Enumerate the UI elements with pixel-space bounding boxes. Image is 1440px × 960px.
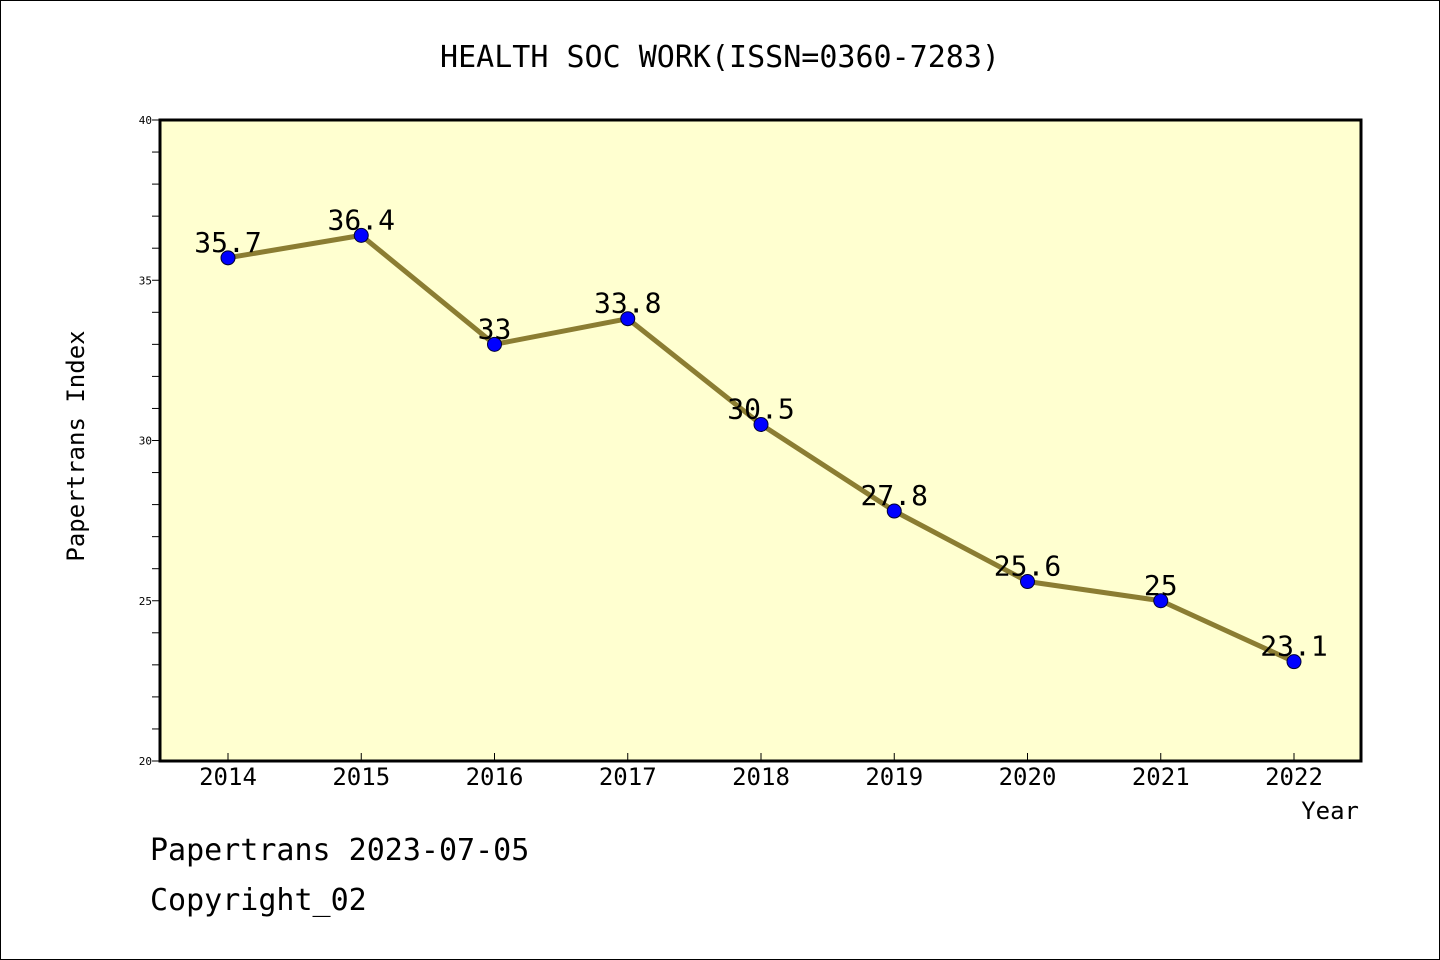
y-tick-label: 35 <box>139 274 152 287</box>
y-axis: 20 25 30 35 40 <box>139 114 160 768</box>
series-layer: 35.7 36.4 33 33.8 30.5 27.8 25.6 25 23.1 <box>194 203 1328 670</box>
data-label: 33 <box>478 312 512 345</box>
chart-title: HEALTH SOC WORK(ISSN=0360-7283) <box>440 40 1000 75</box>
y-tick-label: 30 <box>139 435 152 448</box>
x-tick-label: 2018 <box>732 763 790 791</box>
data-point <box>1020 574 1035 590</box>
y-tick-label: 25 <box>139 595 152 608</box>
footer-copyright: Copyright_02 <box>150 883 367 918</box>
plot-area <box>158 118 1363 763</box>
x-tick-label: 2016 <box>466 763 524 791</box>
y-axis-title: Papertrans Index <box>62 330 90 561</box>
data-label: 25.6 <box>994 550 1061 583</box>
data-label: 23.1 <box>1260 630 1327 663</box>
y-tick-label: 20 <box>139 755 152 768</box>
x-tick-label: 2015 <box>332 763 390 791</box>
data-label: 27.8 <box>861 479 928 512</box>
footer-date: Papertrans 2023-07-05 <box>150 833 530 868</box>
x-tick-label: 2020 <box>999 763 1057 791</box>
data-point <box>220 250 236 266</box>
x-axis: 2014 2015 2016 2017 2018 2019 2020 2021 2022 <box>199 753 1323 791</box>
x-axis-title: Year <box>1301 797 1359 825</box>
x-tick-label: 2021 <box>1132 763 1190 791</box>
data-label: 25 <box>1144 569 1178 602</box>
data-point <box>353 227 369 243</box>
data-point <box>1286 654 1302 670</box>
data-point <box>1153 593 1169 609</box>
data-point <box>753 416 769 432</box>
data-point <box>620 311 636 327</box>
y-tick-label: 40 <box>139 114 152 127</box>
x-tick-label: 2022 <box>1265 763 1323 791</box>
data-label: 33.8 <box>594 287 661 320</box>
x-tick-label: 2014 <box>199 763 257 791</box>
data-point <box>886 503 902 519</box>
x-tick-label: 2019 <box>865 763 923 791</box>
data-label: 30.5 <box>727 392 794 425</box>
x-tick-label: 2017 <box>599 763 657 791</box>
data-point <box>487 336 502 352</box>
data-label: 36.4 <box>328 203 395 236</box>
data-label: 35.7 <box>194 226 261 259</box>
